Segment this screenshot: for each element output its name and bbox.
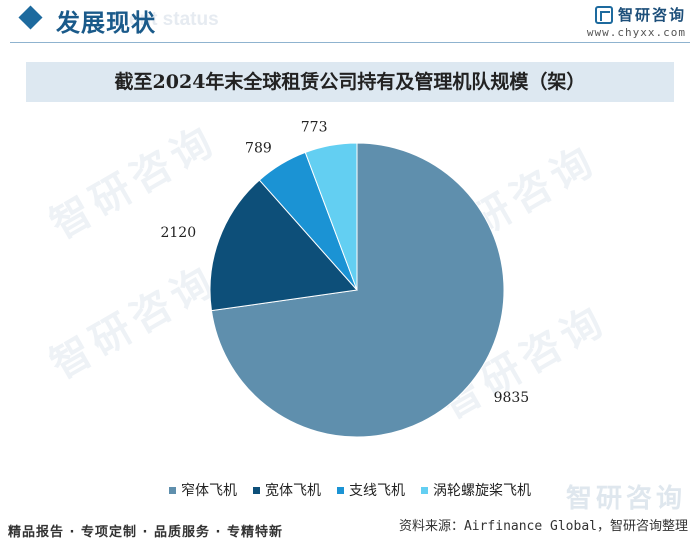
source-note: 资料来源：Airfinance Global，智研咨询整理	[398, 519, 688, 534]
section-title: 发展现状	[56, 8, 156, 37]
brand-logo-icon	[594, 5, 613, 24]
legend-marker	[253, 486, 260, 494]
data-label: 2120	[160, 225, 196, 241]
legend-label: 涡轮螺旋桨飞机	[433, 483, 531, 499]
brand-name: 智研咨询	[617, 6, 686, 24]
legend-label: 宽体飞机	[265, 483, 321, 499]
footer: 精品报告 · 专项定制 · 品质服务 · 专精特新 资料来源：Airfinanc…	[0, 515, 700, 545]
pie-slice	[304, 142, 358, 291]
legend-marker	[421, 486, 428, 494]
legend-item: 窄体飞机	[169, 480, 237, 500]
brand: 智研咨询 www.chyxx.com	[587, 4, 686, 39]
legend-marker	[169, 486, 176, 494]
legend-item: 支线飞机	[337, 480, 405, 500]
pie-slice	[210, 142, 505, 438]
header-divider	[10, 42, 690, 43]
footer-tagline: 精品报告 · 专项定制 · 品质服务 · 专精特新	[8, 525, 283, 540]
legend-marker	[337, 486, 344, 494]
data-label: 789	[245, 141, 272, 157]
legend-item: 宽体飞机	[253, 480, 321, 500]
watermark-brand: 智研咨询	[565, 484, 686, 514]
chart-title: 截至2024年末全球租赁公司持有及管理机队规模（架）	[114, 71, 586, 93]
pie-chart: 9835 2120 789 773	[160, 120, 530, 438]
pie-slice	[209, 179, 358, 312]
header: ment status 发展现状 智研咨询 www.chyxx.com	[0, 0, 700, 44]
brand-url: www.chyxx.com	[586, 26, 686, 39]
legend-label: 支线飞机	[349, 483, 405, 499]
section-subtitle: ment status	[112, 9, 219, 30]
data-label: 773	[301, 120, 328, 136]
chart-title-bar: 截至2024年末全球租赁公司持有及管理机队规模（架）	[26, 62, 674, 102]
data-label: 9835	[494, 390, 530, 406]
legend-item: 涡轮螺旋桨飞机	[421, 480, 531, 500]
chart-legend: 窄体飞机 宽体飞机 支线飞机 涡轮螺旋桨飞机	[0, 480, 700, 500]
legend-label: 窄体飞机	[181, 483, 237, 499]
